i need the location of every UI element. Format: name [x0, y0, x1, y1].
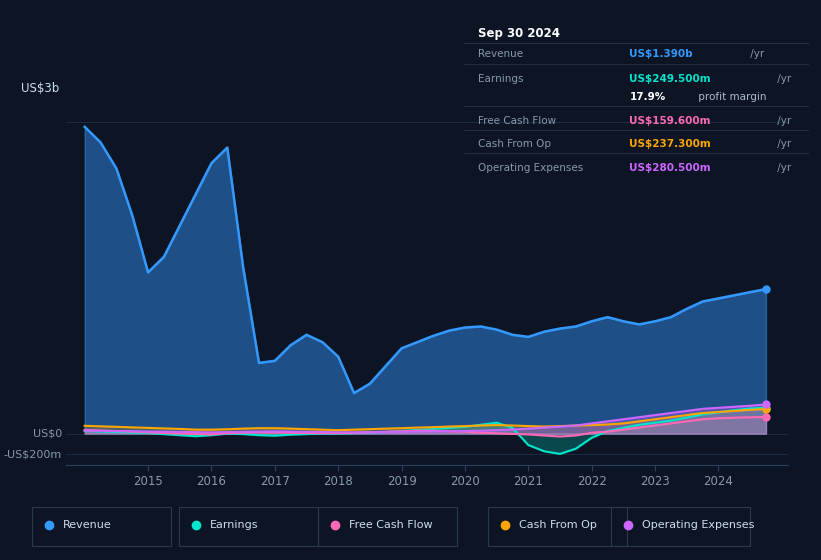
Text: Cash From Op: Cash From Op: [519, 520, 596, 530]
Text: Free Cash Flow: Free Cash Flow: [349, 520, 433, 530]
Text: US$0: US$0: [33, 428, 62, 438]
Text: US$1.390b: US$1.390b: [630, 49, 693, 59]
Text: /yr: /yr: [773, 139, 791, 148]
Text: Earnings: Earnings: [478, 74, 523, 83]
Text: US$3b: US$3b: [21, 82, 59, 95]
Text: Operating Expenses: Operating Expenses: [642, 520, 754, 530]
Text: US$159.600m: US$159.600m: [630, 116, 711, 126]
Text: /yr: /yr: [773, 116, 791, 126]
Text: Operating Expenses: Operating Expenses: [478, 163, 583, 173]
Text: /yr: /yr: [773, 163, 791, 173]
Text: -US$200m: -US$200m: [4, 449, 62, 459]
Text: Revenue: Revenue: [63, 520, 112, 530]
Text: /yr: /yr: [773, 74, 791, 83]
Text: Sep 30 2024: Sep 30 2024: [478, 26, 560, 40]
Text: US$237.300m: US$237.300m: [630, 139, 711, 148]
Text: Earnings: Earnings: [210, 520, 259, 530]
Text: Cash From Op: Cash From Op: [478, 139, 551, 148]
Text: US$280.500m: US$280.500m: [630, 163, 711, 173]
Text: /yr: /yr: [747, 49, 764, 59]
Text: US$249.500m: US$249.500m: [630, 74, 711, 83]
Text: profit margin: profit margin: [695, 91, 766, 101]
Text: 17.9%: 17.9%: [630, 91, 666, 101]
Text: Revenue: Revenue: [478, 49, 523, 59]
Text: Free Cash Flow: Free Cash Flow: [478, 116, 556, 126]
